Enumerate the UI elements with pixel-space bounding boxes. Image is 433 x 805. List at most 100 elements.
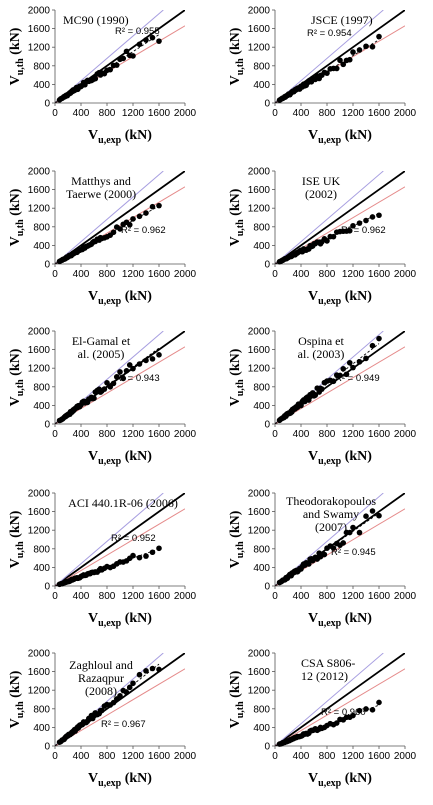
data-point (156, 545, 162, 552)
y-tick-label: 2000 (248, 167, 271, 178)
y-tick-label: 2000 (28, 6, 51, 17)
y-tick-label: 1600 (28, 24, 51, 35)
data-point (136, 41, 143, 48)
data-point (126, 221, 133, 228)
chart-title: Matthys and (71, 174, 131, 188)
data-point (306, 561, 312, 567)
x-axis-label-subscript: u,exp (318, 296, 342, 307)
data-point (369, 508, 376, 514)
y-axis-label-base: V (8, 236, 23, 246)
x-axis-label-subscript: u,exp (98, 296, 122, 307)
x-tick-label: 0 (52, 429, 58, 440)
data-point (356, 529, 363, 536)
x-tick-label: 1600 (148, 269, 171, 280)
data-point (369, 342, 376, 349)
data-point (330, 378, 337, 385)
x-axis-label-subscript: u,exp (318, 618, 342, 629)
data-point (340, 61, 347, 68)
reference-line-1-1 (275, 653, 405, 746)
y-axis-label: Vu,th (kN) (8, 188, 26, 246)
data-point (376, 699, 382, 706)
y-tick-label: 2000 (28, 649, 51, 660)
data-point (369, 43, 376, 50)
data-point (346, 227, 353, 234)
chart-panel: 0 400 800 1200 1600 20000400800120016002000Os… (228, 327, 417, 468)
data-point (376, 33, 382, 40)
data-point (356, 707, 363, 714)
y-tick-label: 1200 (28, 686, 51, 697)
reference-line-1-1-2 (275, 10, 384, 103)
y-tick-label: 1600 (28, 507, 51, 518)
data-point (110, 229, 117, 236)
y-tick-label: 0 (264, 420, 270, 431)
data-point (92, 75, 99, 82)
y-axis-label-unit: (kN) (228, 348, 243, 379)
x-tick-label: 800 (99, 429, 116, 440)
y-tick-label: 1200 (248, 204, 271, 215)
y-tick-label: 800 (253, 382, 270, 393)
x-axis-label-subscript: u,exp (98, 778, 122, 789)
y-tick-label: 800 (253, 544, 270, 555)
data-point (149, 665, 156, 672)
x-tick-label: 1200 (122, 269, 145, 280)
y-tick-label: 400 (253, 563, 270, 574)
x-tick-label: 2000 (394, 429, 417, 440)
y-tick-label: 0 (44, 99, 50, 110)
y-tick-label: 400 (253, 401, 270, 412)
y-tick-label: 400 (253, 723, 270, 734)
y-tick-label: 1600 (28, 345, 51, 356)
y-tick-label: 400 (253, 241, 270, 252)
x-tick-label: 1600 (368, 269, 391, 280)
y-axis-label-subscript: u,th (15, 58, 26, 75)
x-tick-label: 2000 (174, 751, 197, 762)
y-tick-label: 1200 (28, 204, 51, 215)
y-axis-label-subscript: u,th (235, 541, 246, 558)
x-axis-label: Vu,exp (kN) (308, 289, 372, 307)
y-axis-label-unit: (kN) (228, 510, 243, 541)
reference-line-1-1-2 (275, 171, 384, 264)
data-point (136, 213, 143, 220)
y-tick-label: 800 (253, 704, 270, 715)
y-tick-label: 0 (264, 582, 270, 593)
x-axis-label-unit: (kN) (121, 128, 152, 143)
data-point (350, 364, 356, 371)
y-axis-label: Vu,th (kN) (228, 510, 246, 568)
chart-title: ACI 440.1R-06 (2006) (68, 496, 178, 510)
y-tick-label: 1200 (248, 364, 271, 375)
data-point (99, 707, 105, 714)
x-tick-label: 1200 (342, 269, 365, 280)
data-point (104, 380, 110, 386)
x-tick-label: 1200 (122, 108, 145, 119)
y-tick-label: 0 (264, 260, 270, 271)
chart-title: al. (2005) (78, 347, 125, 361)
x-tick-label: 0 (52, 108, 58, 119)
y-tick-label: 1600 (248, 667, 271, 678)
y-tick-label: 1200 (28, 43, 51, 54)
r-squared-label: R² = 0.967 (101, 719, 146, 730)
x-axis-label-subscript: u,exp (318, 778, 342, 789)
chart-title: al. (2003) (298, 347, 345, 361)
x-tick-label: 1600 (368, 108, 391, 119)
x-tick-label: 1600 (148, 429, 171, 440)
x-tick-label: 400 (293, 591, 310, 602)
data-point (110, 699, 117, 706)
x-tick-label: 400 (293, 751, 310, 762)
data-point (376, 512, 382, 519)
y-axis-label-unit: (kN) (228, 27, 243, 58)
data-point (136, 671, 143, 678)
data-point (376, 212, 382, 219)
y-axis-label: Vu,th (kN) (228, 188, 246, 246)
x-tick-label: 800 (319, 591, 336, 602)
y-tick-label: 400 (33, 723, 50, 734)
y-tick-label: 1600 (28, 185, 51, 196)
data-point (149, 356, 156, 362)
x-axis-label: Vu,exp (kN) (88, 611, 152, 629)
x-axis-label: Vu,exp (kN) (88, 289, 152, 307)
data-point (333, 720, 340, 726)
data-point (343, 371, 350, 378)
trend-line (275, 343, 380, 424)
chart-panel: 0 400 800 1200 1600 20000400800120016002000JS… (228, 6, 417, 147)
reference-line-1-1 (275, 171, 405, 264)
data-point (312, 392, 319, 398)
x-tick-label: 400 (73, 591, 90, 602)
